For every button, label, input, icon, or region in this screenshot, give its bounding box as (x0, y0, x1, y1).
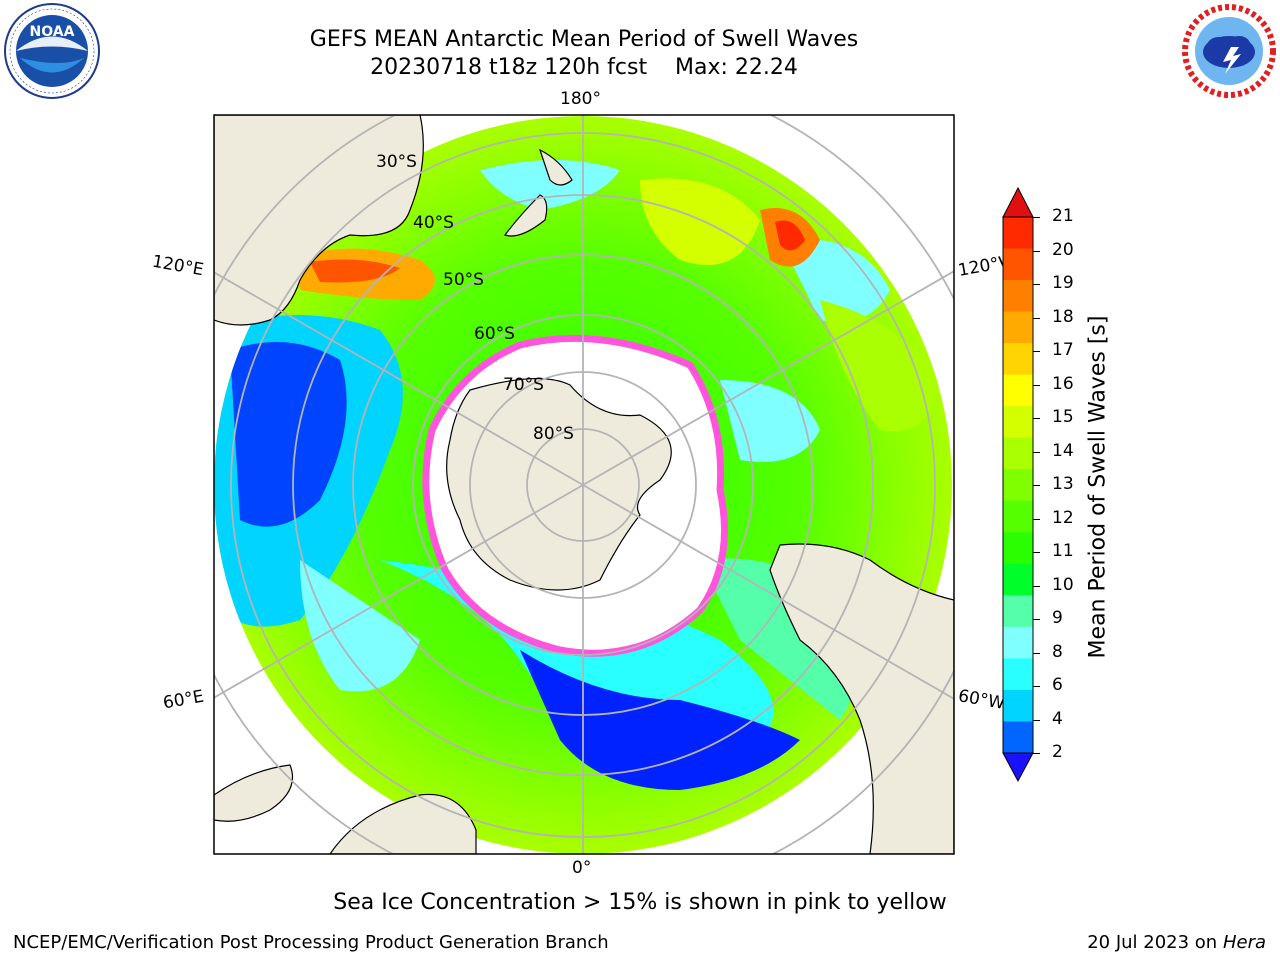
colorbar-band (1003, 311, 1033, 344)
colorbar-tick (1033, 686, 1040, 687)
colorbar-tick (1033, 753, 1040, 754)
sea-ice-caption: Sea Ice Concentration > 15% is shown in … (333, 890, 947, 915)
colorbar-tick-label: 8 (1052, 641, 1063, 662)
colorbar-tick-label: 2 (1052, 742, 1063, 762)
colorbar-tick (1033, 217, 1040, 218)
colorbar-tick (1033, 250, 1040, 252)
colorbar-tick (1033, 552, 1040, 553)
colorbar-band (1003, 595, 1033, 628)
nws-logo (1182, 4, 1276, 98)
antarctica-land (446, 377, 672, 591)
colorbar-band (1003, 406, 1033, 439)
lat-label-50s: 50°S (443, 270, 484, 290)
colorbar-tick-label: 6 (1052, 675, 1063, 695)
chart-title: GEFS MEAN Antarctic Mean Period of Swell… (309, 27, 859, 52)
lon-label-180: 180° (560, 89, 601, 109)
colorbar-band (1003, 374, 1033, 407)
colorbar-tick-label: 4 (1052, 708, 1063, 729)
colorbar-tick-label: 15 (1052, 407, 1074, 427)
colorbar-tick-label: 12 (1052, 507, 1074, 528)
colorbar-tick (1033, 284, 1040, 285)
colorbar-tick (1033, 418, 1040, 419)
colorbar-band (1003, 658, 1033, 691)
colorbar-tick-label: 17 (1052, 340, 1074, 360)
colorbar-tick-label: 18 (1052, 306, 1074, 327)
madagascar-land (214, 764, 294, 822)
map-frame (213, 114, 955, 855)
colorbar-band (1003, 248, 1033, 281)
colorbar-tick-label: 21 (1052, 206, 1074, 226)
lat-label-60s: 60°S (474, 324, 515, 344)
colorbar-tick-label: 14 (1052, 440, 1074, 461)
colorbar-tick-label: 13 (1052, 474, 1074, 494)
footer-host: Hera (1222, 932, 1266, 953)
africa-land (329, 793, 477, 854)
colorbar-band (1003, 563, 1033, 596)
colorbar-tick-label: 9 (1052, 608, 1063, 628)
colorbar-tick-label: 20 (1052, 239, 1074, 260)
australia-land (214, 115, 424, 326)
lat-label-80s: 80°S (533, 424, 574, 444)
footer-date-text: 20 Jul 2023 on (1087, 932, 1223, 953)
colorbar-tick (1033, 384, 1040, 386)
colorbar-band (1003, 280, 1033, 313)
colorbar-tick (1033, 719, 1040, 721)
colorbar-tick-label: 10 (1052, 574, 1074, 595)
colorbar-band (1003, 469, 1033, 502)
colorbar-band (1003, 500, 1033, 533)
colorbar-band (1003, 532, 1033, 565)
longitude-lines (214, 115, 954, 854)
colorbar-tick (1033, 585, 1040, 587)
colorbar-tick-label: 19 (1052, 273, 1074, 293)
noaa-logo: NOAA (4, 3, 100, 99)
colorbar-tick (1033, 485, 1040, 486)
colorbar-band (1003, 721, 1033, 754)
colorbar (1002, 186, 1034, 783)
noaa-logo-text: NOAA (30, 24, 75, 40)
colorbar-band (1003, 626, 1033, 659)
new-zealand-land (504, 148, 573, 237)
colorbar-title: Mean Period of Swell Waves [s] (1085, 315, 1111, 659)
lon-label-0: 0° (572, 858, 592, 878)
lat-label-40s: 40°S (413, 213, 454, 233)
colorbar-tick (1033, 317, 1040, 319)
chart-subtitle: 20230718 t18z 120h fcst Max: 22.24 (370, 55, 798, 80)
footer-organization: NCEP/EMC/Verification Post Processing Pr… (13, 932, 609, 953)
lat-label-30s: 30°S (376, 152, 417, 172)
colorbar-band (1003, 217, 1033, 250)
colorbar-tick (1033, 351, 1040, 352)
colorbar-tick-label: 11 (1052, 541, 1074, 561)
footer-date: 20 Jul 2023 on Hera (1087, 932, 1266, 953)
colorbar-tick-label: 16 (1052, 373, 1074, 394)
colorbar-band (1003, 343, 1033, 376)
colorbar-tick (1033, 619, 1040, 620)
colorbar-tick (1033, 518, 1040, 520)
colorbar-band (1003, 689, 1033, 722)
colorbar-tick (1033, 451, 1040, 453)
lat-label-70s: 70°S (503, 375, 544, 395)
colorbar-tick (1033, 652, 1040, 654)
colorbar-band (1003, 437, 1033, 470)
